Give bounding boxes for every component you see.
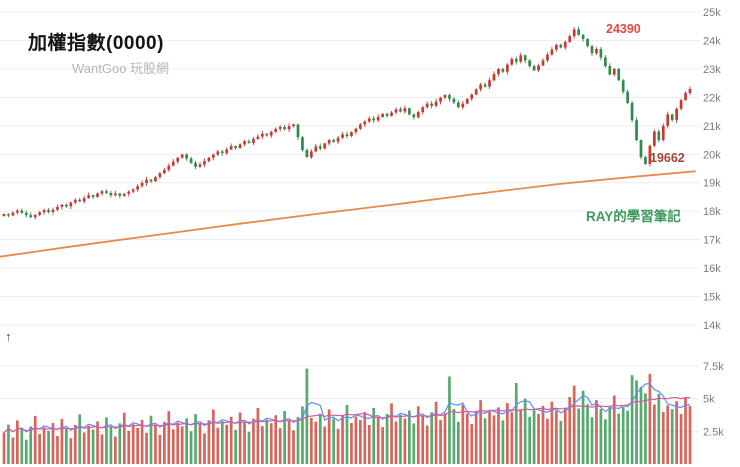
svg-text:17k: 17k bbox=[703, 235, 721, 247]
peak-price-label: 24390 bbox=[606, 22, 641, 36]
svg-text:5k: 5k bbox=[703, 394, 715, 406]
svg-text:16k: 16k bbox=[703, 263, 721, 275]
trough-price-label: 19662 bbox=[650, 151, 685, 165]
svg-text:18k: 18k bbox=[703, 206, 721, 218]
volume-chart[interactable]: 7.5k 5k 2.5k bbox=[0, 340, 740, 467]
svg-text:24k: 24k bbox=[703, 35, 721, 47]
price-chart[interactable]: 25k 24k 23k 22k 21k 20k 19k 18k 17k 16k 15k 14k bbox=[0, 0, 740, 340]
user-note-label: RAY的學習筆記 bbox=[586, 209, 681, 224]
svg-text:23k: 23k bbox=[703, 64, 721, 76]
svg-text:7.5k: 7.5k bbox=[703, 361, 724, 373]
watermark: WantGoo 玩股網 bbox=[72, 61, 170, 76]
svg-text:22k: 22k bbox=[703, 92, 721, 104]
svg-text:21k: 21k bbox=[703, 121, 721, 133]
svg-text:14k: 14k bbox=[703, 320, 721, 332]
svg-text:25k: 25k bbox=[703, 7, 721, 19]
svg-text:15k: 15k bbox=[703, 292, 721, 304]
chart-title: 加權指數(0000) bbox=[28, 33, 164, 54]
svg-text:19k: 19k bbox=[703, 178, 721, 190]
svg-text:2.5k: 2.5k bbox=[703, 426, 724, 438]
svg-text:20k: 20k bbox=[703, 149, 721, 161]
pane-toggle-arrow-icon[interactable]: ↑ bbox=[5, 329, 12, 344]
